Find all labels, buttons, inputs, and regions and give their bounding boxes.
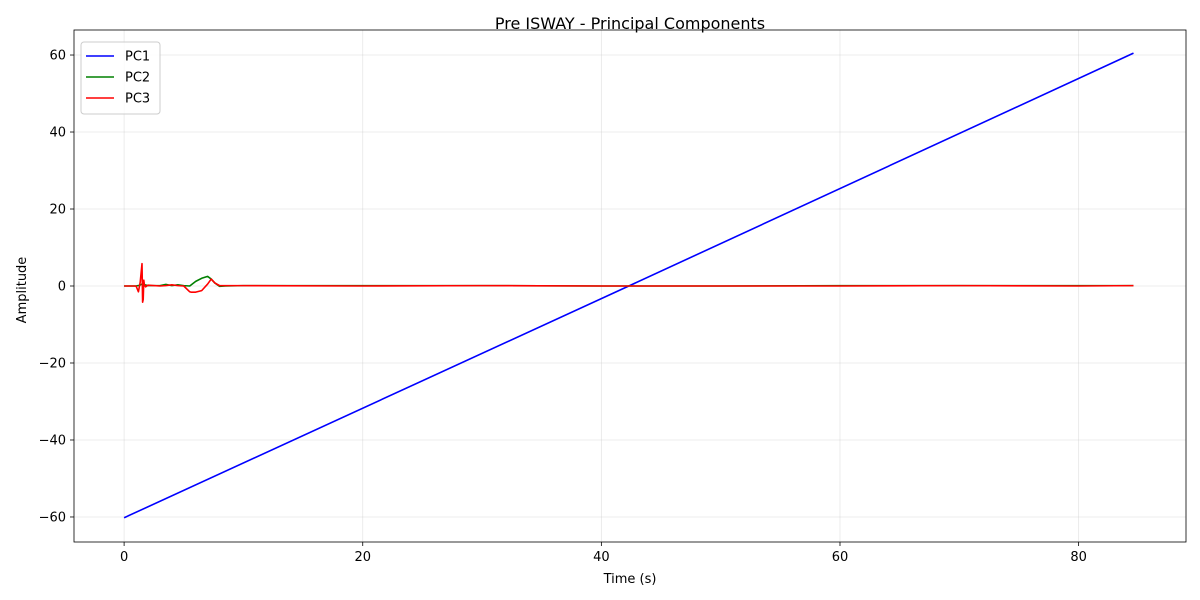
x-tick-label: 80 bbox=[1070, 550, 1087, 565]
y-tick-label: 40 bbox=[49, 126, 66, 141]
x-tick-label: 20 bbox=[354, 550, 371, 565]
y-axis-label: Amplitude bbox=[15, 257, 30, 324]
y-tick-label: 0 bbox=[58, 280, 66, 295]
y-tick-label: 60 bbox=[49, 49, 66, 64]
series-line-pc2 bbox=[124, 275, 1134, 288]
legend-label-pc3: PC3 bbox=[125, 92, 150, 107]
tick-layer: 0 20 40 60 80 −60 −40 −20 0 20 40 60 bbox=[39, 49, 1087, 565]
chart-title: Pre ISWAY - Principal Components bbox=[495, 14, 765, 33]
legend-label-pc1: PC1 bbox=[125, 50, 150, 65]
legend: PC1 PC2 PC3 bbox=[80, 41, 161, 115]
y-tick-label: −20 bbox=[39, 356, 66, 371]
x-tick-label: 0 bbox=[120, 550, 128, 565]
x-tick-label: 40 bbox=[593, 550, 610, 565]
series-layer bbox=[123, 52, 1134, 519]
legend-label-pc2: PC2 bbox=[125, 71, 150, 86]
legend-box bbox=[80, 41, 161, 115]
x-tick-label: 60 bbox=[832, 550, 849, 565]
x-axis-label: Time (s) bbox=[603, 572, 657, 587]
y-tick-label: −60 bbox=[39, 510, 66, 525]
y-tick-label: −40 bbox=[39, 433, 66, 448]
y-tick-label: 20 bbox=[49, 203, 66, 218]
series-line-pc3 bbox=[124, 262, 1134, 303]
